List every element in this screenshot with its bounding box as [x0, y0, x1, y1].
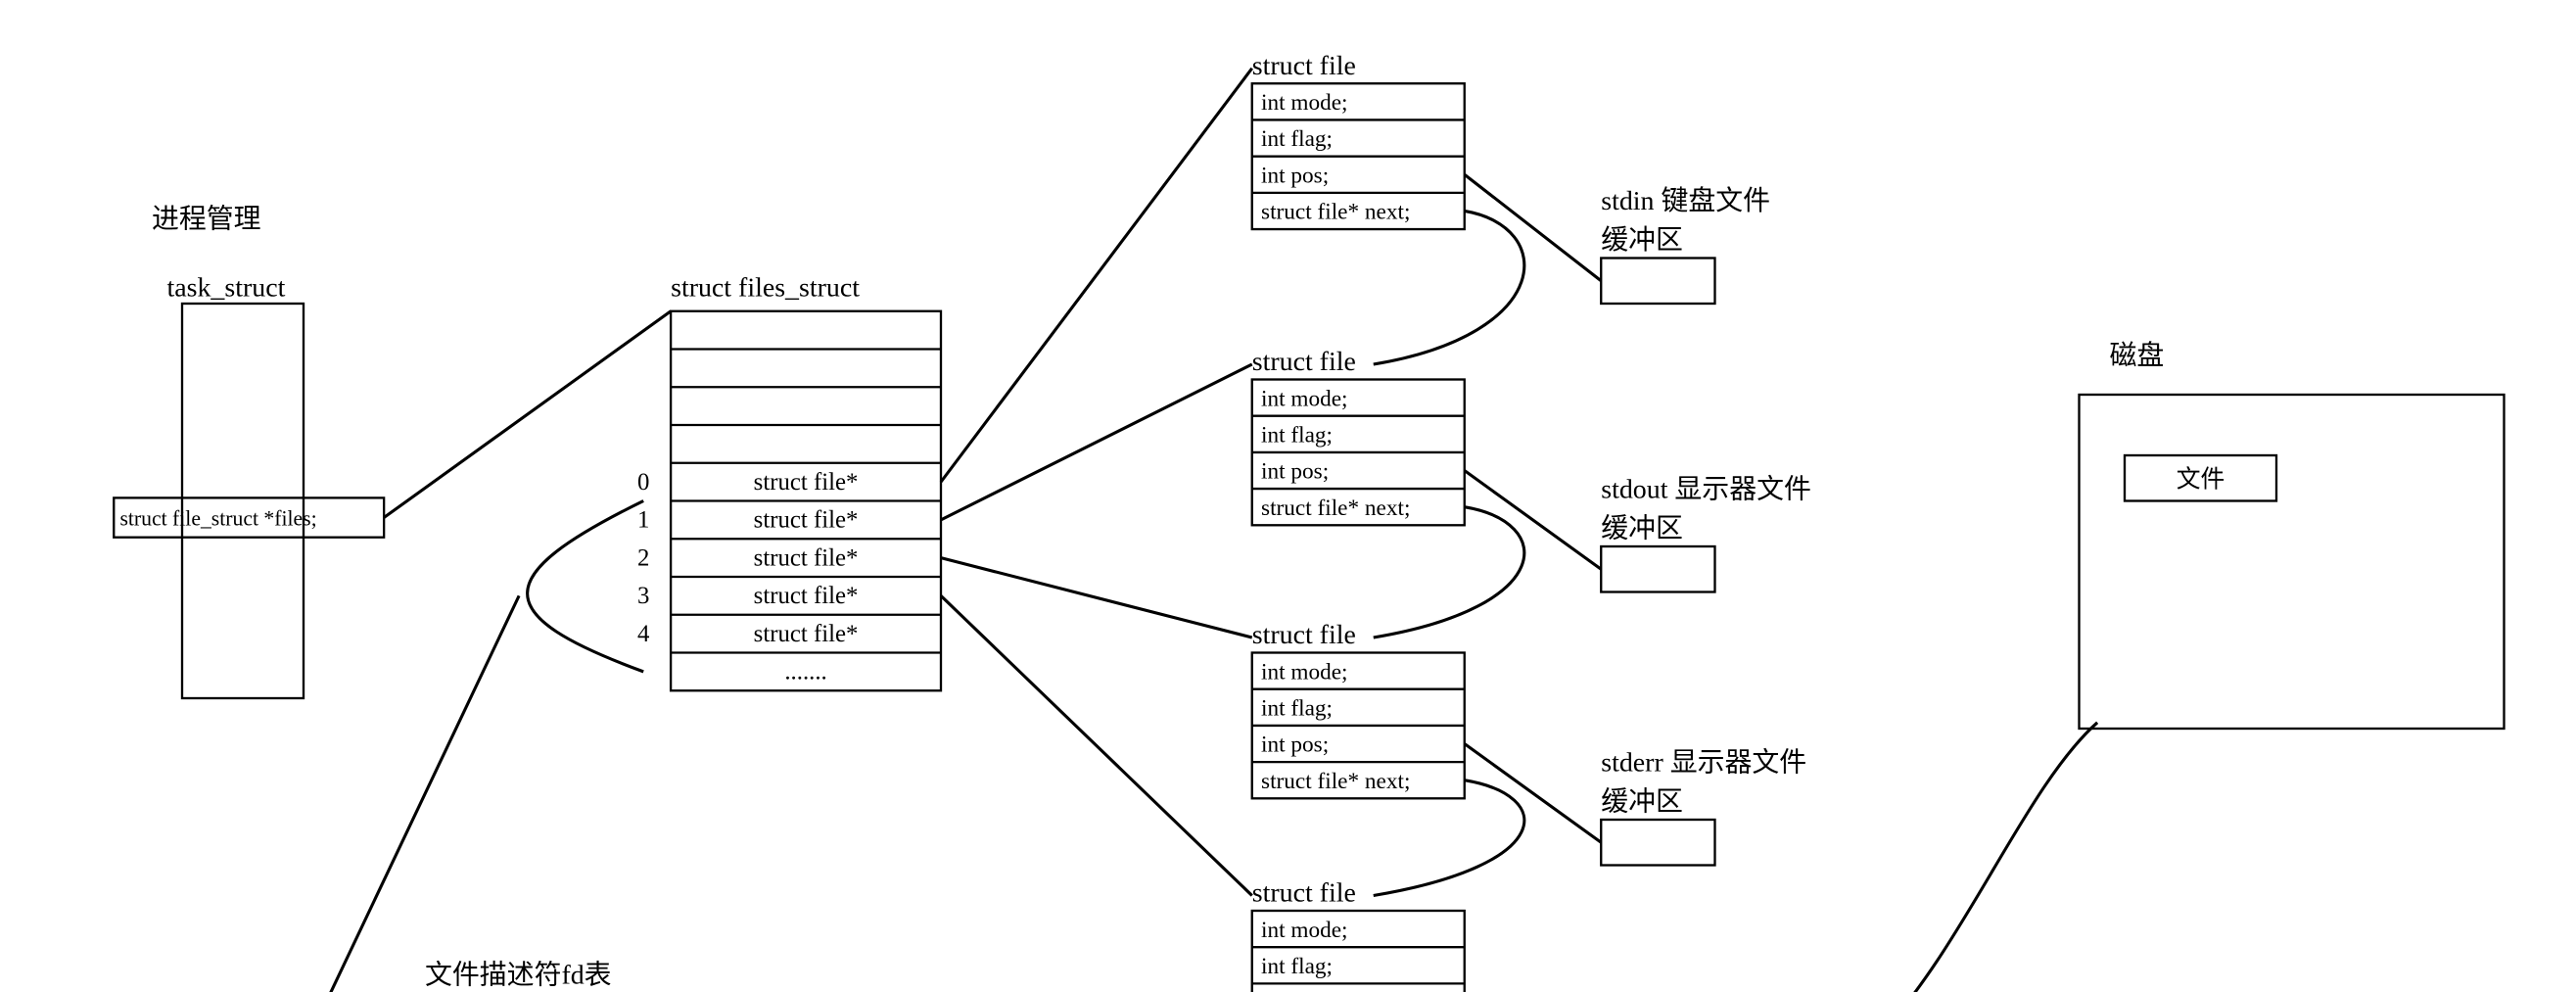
files-struct-index: 2 — [637, 544, 649, 571]
files-struct-row: struct file* — [754, 583, 859, 609]
struct-file-field: int mode; — [1261, 918, 1347, 943]
struct-file-field: struct file* next; — [1261, 200, 1410, 225]
files-field-text: struct file_struct *files; — [119, 506, 316, 530]
struct-file-field: int pos; — [1261, 732, 1329, 758]
files-struct-index: 1 — [637, 507, 649, 534]
label-fd-table: 文件描述符fd表 — [425, 959, 612, 990]
label-struct-file: struct file — [1252, 347, 1356, 377]
struct-file-field: struct file* next; — [1261, 496, 1410, 521]
edge-file-to-buffer — [1465, 471, 1602, 570]
struct-file-field: int mode; — [1261, 90, 1347, 116]
label-struct-file: struct file — [1252, 51, 1356, 81]
label-stdio: stdin 键盘文件 — [1601, 185, 1770, 216]
edge-next-link — [1374, 211, 1524, 364]
files-struct-index: 4 — [637, 621, 650, 647]
buffer-box — [1601, 820, 1714, 866]
struct-file-field: int mode; — [1261, 659, 1347, 685]
edge-ptr-to-file — [941, 595, 1252, 895]
struct-file-field: int pos; — [1261, 459, 1329, 485]
edge-task-to-files — [384, 311, 671, 518]
files-struct-row: struct file* — [754, 469, 859, 496]
label-task-struct: task_struct — [167, 272, 286, 303]
struct-file-field: struct file* next; — [1261, 769, 1410, 794]
edge-next-link — [1374, 507, 1524, 638]
edge-file-to-buffer — [1465, 744, 1602, 843]
struct-file-field: int flag; — [1261, 954, 1333, 979]
label-struct-file: struct file — [1252, 878, 1356, 909]
task-struct-box — [182, 304, 304, 698]
disk-box — [2080, 395, 2505, 729]
brace-ptr-rows — [528, 500, 644, 671]
label-stdio: stdout 显示器文件 — [1601, 473, 1811, 504]
files-struct-index: 0 — [637, 469, 649, 496]
label-files-struct: struct files_struct — [671, 272, 860, 303]
struct-file-field: int flag; — [1261, 126, 1333, 152]
struct-file-field: int pos; — [1261, 163, 1329, 188]
buffer-box — [1601, 259, 1714, 305]
label-struct-file: struct file — [1252, 620, 1356, 650]
edge-to-fdarray — [326, 595, 519, 992]
label-buffer: 缓冲区 — [1601, 513, 1683, 544]
edge-ptr-to-file — [941, 558, 1252, 638]
label-process-mgmt: 进程管理 — [152, 204, 261, 235]
struct-file-field: int flag; — [1261, 422, 1333, 448]
struct-file-field: int mode; — [1261, 386, 1347, 411]
edge-ptr-to-file — [941, 69, 1252, 482]
files-struct-row: struct file* — [754, 544, 859, 571]
struct-file-field: int flag; — [1261, 695, 1333, 721]
label-disk: 磁盘 — [2110, 340, 2165, 371]
files-struct-row: struct file* — [754, 507, 859, 534]
label-buffer: 缓冲区 — [1601, 786, 1683, 818]
label-buffer: 缓冲区 — [1601, 224, 1683, 256]
buffer-box — [1601, 546, 1714, 592]
files-struct-row: ....... — [784, 659, 826, 685]
files-struct-row: struct file* — [754, 621, 859, 647]
label-stdio: stderr 显示器文件 — [1601, 746, 1806, 778]
edge-file-to-buffer — [1465, 174, 1602, 281]
edge-ptr-to-file — [941, 364, 1252, 520]
files-struct-index: 3 — [637, 583, 649, 609]
label-file: 文件 — [2177, 466, 2225, 494]
